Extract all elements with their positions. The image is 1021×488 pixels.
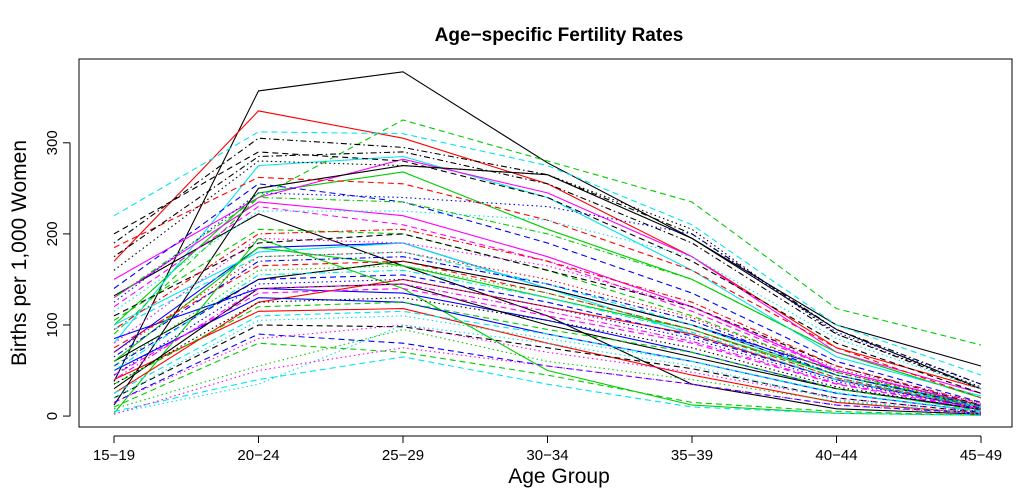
y-axis-label: Births per 1,000 Women xyxy=(8,140,31,366)
series-line-52 xyxy=(113,315,982,413)
series-line-36 xyxy=(113,356,982,416)
series-line-38 xyxy=(113,151,982,390)
series-line-7 xyxy=(113,213,982,415)
series-line-45 xyxy=(113,192,982,385)
series-line-23 xyxy=(113,183,982,403)
series-line-27 xyxy=(113,233,982,406)
series-line-44 xyxy=(113,160,982,388)
series-line-31 xyxy=(113,301,982,412)
y-axis: 0 100 200 300 xyxy=(44,130,71,420)
series-line-48 xyxy=(113,251,982,406)
series-line-5 xyxy=(113,155,982,397)
series-line-32 xyxy=(113,310,982,413)
series-line-20 xyxy=(113,131,982,376)
series-line-54 xyxy=(113,328,982,414)
series-line-16 xyxy=(113,297,982,413)
x-axis: 15−19 20−24 25−29 30−34 35−39 40−44 45−49 xyxy=(93,435,1002,464)
x-tick-label: 15−19 xyxy=(93,447,135,464)
series-line-46 xyxy=(113,210,982,390)
series-line-56 xyxy=(113,347,982,415)
series-line-49 xyxy=(113,265,982,408)
series-layer xyxy=(113,71,982,416)
y-tick-label: 0 xyxy=(44,412,61,420)
series-line-53 xyxy=(113,324,982,413)
y-tick-label: 300 xyxy=(44,130,61,155)
y-tick-label: 200 xyxy=(44,221,61,246)
series-line-39 xyxy=(113,196,982,399)
x-tick-label: 45−49 xyxy=(960,447,1002,464)
series-line-12 xyxy=(113,201,982,406)
series-line-41 xyxy=(113,256,982,407)
x-tick-label: 35−39 xyxy=(671,447,713,464)
series-line-55 xyxy=(113,324,982,415)
series-line-8 xyxy=(113,308,982,414)
x-tick-label: 25−29 xyxy=(382,447,424,464)
x-tick-label: 40−44 xyxy=(815,447,857,464)
series-line-42 xyxy=(113,269,982,409)
series-line-9 xyxy=(113,237,982,416)
series-line-40 xyxy=(113,228,982,404)
plot-frame xyxy=(78,58,1013,428)
series-line-51 xyxy=(113,297,982,411)
series-line-43 xyxy=(113,283,982,410)
series-line-29 xyxy=(113,274,982,410)
series-line-50 xyxy=(113,278,982,409)
series-line-47 xyxy=(113,237,982,404)
x-tick-label: 20−24 xyxy=(237,447,279,464)
series-line-22 xyxy=(113,176,982,399)
series-line-35 xyxy=(113,342,982,416)
chart-title: Age−specific Fertility Rates xyxy=(435,25,684,46)
y-tick-label: 100 xyxy=(44,312,61,337)
series-line-30 xyxy=(113,287,982,411)
x-tick-label: 30−34 xyxy=(526,447,568,464)
series-line-19 xyxy=(113,119,982,346)
series-line-18 xyxy=(113,165,982,406)
x-axis-label: Age Group xyxy=(508,465,610,488)
series-line-21 xyxy=(113,151,982,394)
